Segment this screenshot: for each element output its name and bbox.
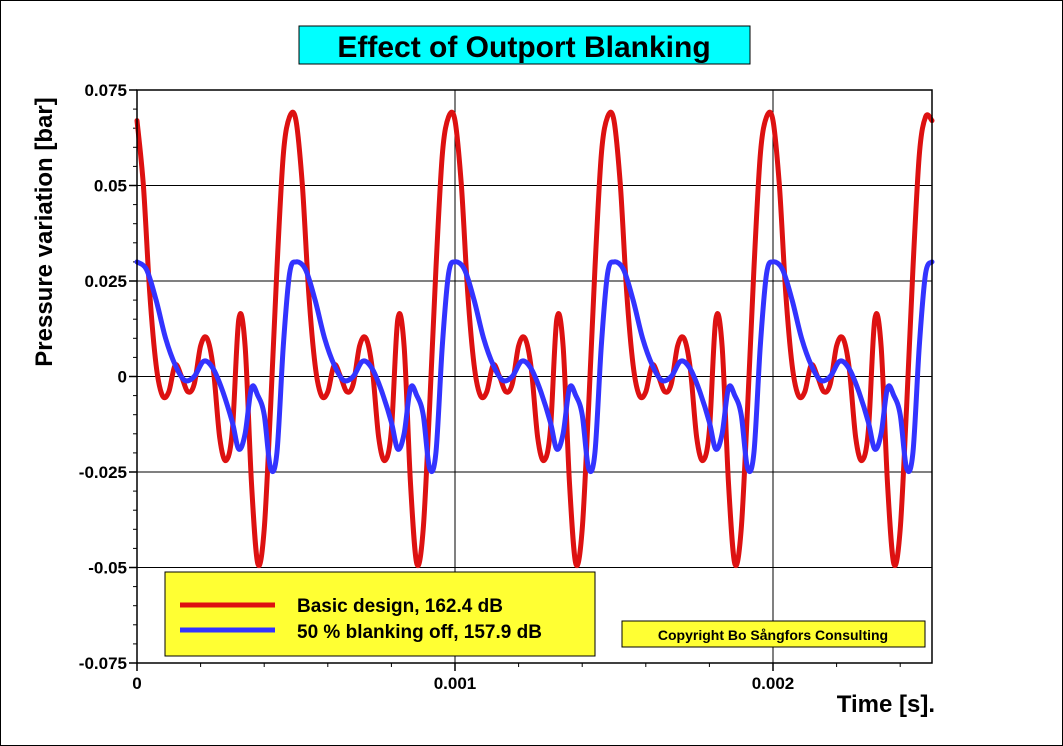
y-tick-label: -0.05 — [88, 559, 127, 578]
y-tick-labels: -0.075 -0.05 -0.025 0 0.025 0.05 0.075 — [79, 81, 127, 673]
plot-border — [136, 89, 933, 664]
y-tick-label: 0.075 — [84, 81, 127, 100]
x-axis-title: Time [s]. — [837, 691, 935, 718]
y-axis-title: Pressure variation [bar] — [31, 97, 58, 366]
series-line-basic-design — [134, 109, 935, 568]
copyright-annotation: Copyright Bo Sångfors Consulting — [621, 620, 926, 648]
chart-title: Effect of Outport Blanking — [337, 31, 710, 64]
minor-ticks — [129, 89, 901, 671]
legend: Basic design, 162.4 dB 50 % blanking off… — [164, 571, 596, 657]
legend-label-blanking: 50 % blanking off, 157.9 dB — [297, 622, 542, 643]
x-tick-label: 0 — [132, 674, 141, 693]
chart-title-box — [298, 25, 751, 65]
y-tick-label: -0.075 — [79, 654, 127, 673]
x-tick-labels: 0 0.001 0.002 — [132, 674, 794, 693]
legend-box — [164, 571, 596, 657]
y-tick-label: -0.025 — [79, 463, 127, 482]
y-tick-label: 0.025 — [84, 272, 127, 291]
y-tick-label: 0 — [118, 368, 127, 387]
series-line-blanking-off — [134, 259, 935, 475]
y-tick-label: 0.05 — [94, 177, 127, 196]
copyright-box — [621, 620, 926, 648]
x-tick-label: 0.001 — [434, 674, 477, 693]
copyright-text: Copyright Bo Sångfors Consulting — [658, 627, 888, 643]
series-lines — [134, 109, 935, 568]
chart-title-group: Effect of Outport Blanking — [298, 25, 751, 65]
x-tick-label: 0.002 — [752, 674, 795, 693]
legend-label-basic: Basic design, 162.4 dB — [297, 596, 503, 617]
